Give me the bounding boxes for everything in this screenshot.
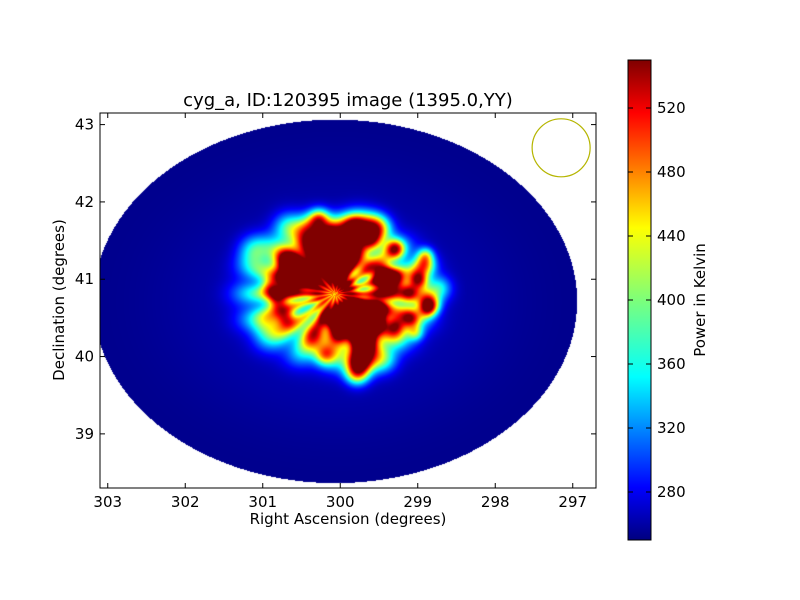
y-axis-label: Declination (degrees): [50, 219, 68, 381]
colorbar-tick-label: 520: [657, 99, 686, 117]
colorbar-tick-label: 480: [657, 163, 686, 181]
y-tick-label: 40: [75, 348, 94, 366]
y-tick-label: 43: [75, 116, 94, 134]
colorbar-axis: 280 320 360 400 440 480 520: [628, 99, 686, 501]
colorbar-tick-label: 400: [657, 291, 686, 309]
axes-frame: [99, 112, 597, 489]
y-tick-label: 41: [75, 270, 94, 288]
y-tick-label: 39: [75, 425, 94, 443]
x-tick-label: 301: [248, 493, 277, 511]
x-tick-label: 297: [558, 493, 587, 511]
x-axis: 303 302 301 300 299 298 297: [93, 113, 587, 511]
x-tick-label: 300: [326, 493, 355, 511]
colorbar-tick-label: 440: [657, 227, 686, 245]
y-axis: 39 40 41 42 43: [75, 116, 596, 443]
y-tick-label: 42: [75, 193, 94, 211]
colorbar-tick-label: 320: [657, 419, 686, 437]
colorbar-label: Power in Kelvin: [691, 243, 709, 357]
x-tick-label: 299: [403, 493, 432, 511]
colorbar-tick-label: 360: [657, 355, 686, 373]
x-tick-label: 298: [481, 493, 510, 511]
x-axis-label: Right Ascension (degrees): [250, 510, 447, 528]
colorbar-tick-label: 280: [657, 483, 686, 501]
heatmap-image: [100, 113, 596, 488]
chart-title: cyg_a, ID:120395 image (1395.0,YY): [183, 90, 513, 111]
beam-circle: [531, 118, 591, 178]
x-tick-label: 303: [93, 493, 122, 511]
x-tick-label: 302: [171, 493, 200, 511]
